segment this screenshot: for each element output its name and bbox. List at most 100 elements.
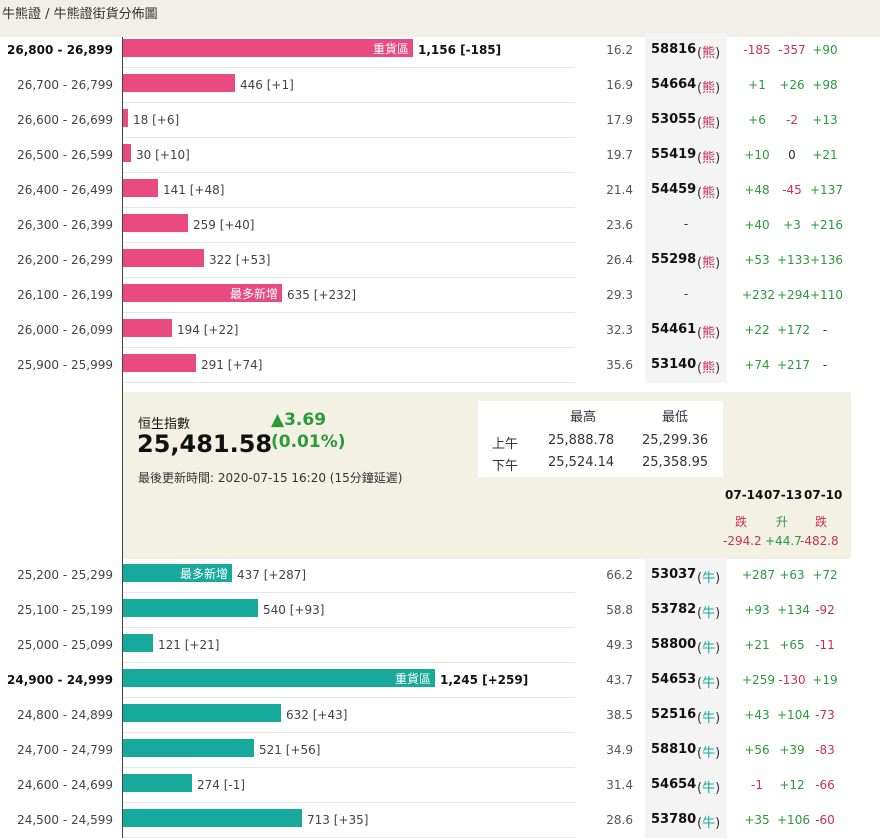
warrant-code[interactable]: 54664 (熊) [645,68,727,103]
warrant-code[interactable]: 58810 (牛) [645,733,727,768]
high-low-table: 最高 最低 上午 25,888.78 25,299.36 下午 25,524.1… [478,401,723,477]
volume-bar[interactable] [123,354,196,372]
code-number[interactable]: 53037 [651,567,697,582]
volume-bar[interactable] [123,214,188,232]
code-number[interactable]: 53780 [651,812,697,827]
pm-high: 25,524.14 [548,455,615,470]
volume-bar[interactable]: 重貨區 [123,669,435,687]
divider [123,207,575,208]
type-label: 牛 [702,816,716,831]
volume-bar[interactable] [123,179,158,197]
ratio-value: 23.6 [606,218,633,232]
ratio-value: 19.7 [606,148,633,162]
change-col-2: +12 [779,778,805,792]
volume-bar[interactable] [123,739,254,757]
code-type: (熊) [697,116,721,131]
ratio-value: 49.3 [606,638,633,652]
index-panel: 恒生指數 25,481.58 ▲3.69 (0.01%) 最後更新時間: 202… [123,392,851,559]
code-number[interactable]: 58800 [651,637,697,652]
code-number[interactable]: 52516 [651,707,697,722]
warrant-code[interactable]: 53782 (牛) [645,593,727,628]
warrant-code[interactable]: 53037 (牛) [645,558,727,593]
type-label: 熊 [702,116,716,131]
volume-bar[interactable] [123,109,128,127]
warrant-code[interactable]: 54461 (熊) [645,313,727,348]
ratio-value: 21.4 [606,183,633,197]
change-col-1: +35 [744,813,770,827]
code-number[interactable]: 53140 [651,357,697,372]
type-label: 熊 [702,81,716,96]
code-type: (熊) [697,256,721,271]
code-number[interactable]: 54664 [651,77,697,92]
volume-bar[interactable]: 最多新增 [123,284,282,302]
ratio-value: 32.3 [606,323,633,337]
warrant-code[interactable]: 53780 (牛) [645,803,727,838]
warrant-code[interactable]: 53055 (熊) [645,103,727,138]
change-col-2: +26 [779,78,805,92]
change-col-1: +232 [742,288,775,302]
volume-bar[interactable] [123,634,153,652]
warrant-code[interactable]: - [645,278,727,313]
dir-3: 跌 [815,515,828,529]
price-range: 26,600 - 26,699 [17,113,113,127]
axis-line [122,37,123,838]
change-col-1: +287 [742,568,775,582]
date-3: 07-10 [804,488,843,502]
volume-bar[interactable] [123,319,172,337]
index-change-pct: (0.01%) [271,432,346,452]
volume-bar[interactable] [123,809,302,827]
table-row: 25,100 - 25,199 540 [+93] 58.8 53782 (牛) +93 +… [0,593,880,628]
volume-bar[interactable] [123,774,192,792]
volume-bar[interactable] [123,704,281,722]
pm-low: 25,358.95 [642,455,709,470]
volume-bar[interactable] [123,249,204,267]
warrant-code[interactable]: 55419 (熊) [645,138,727,173]
price-range: 24,900 - 24,999 [7,673,113,687]
ratio-value: 16.2 [606,43,633,57]
warrant-code[interactable]: 58800 (牛) [645,628,727,663]
code-number[interactable]: 53782 [651,602,697,617]
type-label: 牛 [702,746,716,761]
ratio-value: 26.4 [606,253,633,267]
divider [123,137,575,138]
code-number[interactable]: 53055 [651,112,697,127]
volume-bar[interactable] [123,144,131,162]
divider [123,312,575,313]
ratio-value: 28.6 [606,813,633,827]
ratio-value: 34.9 [606,743,633,757]
code-number[interactable]: 55419 [651,147,697,162]
warrant-code[interactable]: 53140 (熊) [645,348,727,383]
price-range: 25,200 - 25,299 [17,568,113,582]
table-row: 26,000 - 26,099 194 [+22] 32.3 54461 (熊) +22 +… [0,313,880,348]
breadcrumb[interactable]: 牛熊證 / 牛熊證街貨分佈圖 [0,0,880,37]
divider [123,382,575,383]
volume-bar[interactable]: 重貨區 [123,39,413,57]
volume-bar[interactable] [123,599,258,617]
change-col-1: +21 [744,638,770,652]
volume-bar[interactable]: 最多新增 [123,564,232,582]
volume-value: 446 [+1] [240,78,294,92]
code-number[interactable]: 54459 [651,182,697,197]
code-number[interactable]: 54653 [651,672,697,687]
warrant-code[interactable]: - [645,208,727,243]
change-col-2: +134 [777,603,810,617]
code-number[interactable]: 58816 [651,42,697,57]
code-number[interactable]: 58810 [651,742,697,757]
warrant-code[interactable]: 54459 (熊) [645,173,727,208]
warrant-code[interactable]: 55298 (熊) [645,243,727,278]
warrant-code[interactable]: 54653 (牛) [645,663,727,698]
volume-value: 30 [+10] [136,148,190,162]
code-type: (牛) [697,781,721,796]
warrant-code[interactable]: 54654 (牛) [645,768,727,803]
change-col-1: +10 [744,148,770,162]
table-row: 25,200 - 25,299 最多新增 437 [+287] 66.2 53037 (牛… [0,558,880,593]
divider [123,732,575,733]
warrant-code[interactable]: 52516 (牛) [645,698,727,733]
warrant-code[interactable]: 58816 (熊) [645,33,727,68]
volume-bar[interactable] [123,74,235,92]
ratio-value: 17.9 [606,113,633,127]
change-col-3: +72 [812,568,838,582]
code-number[interactable]: 55298 [651,252,697,267]
code-number[interactable]: 54654 [651,777,697,792]
code-number[interactable]: 54461 [651,322,697,337]
